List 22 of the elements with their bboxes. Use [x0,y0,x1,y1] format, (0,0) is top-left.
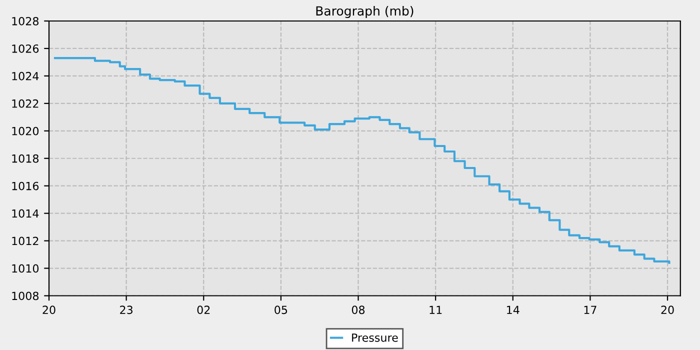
legend-label: Pressure [352,334,398,342]
x-tick-label: 17 [584,306,596,314]
y-tick-label: 1020 [12,126,39,136]
x-tick-label: 14 [507,306,520,314]
y-tick-label: 1024 [12,72,39,80]
y-tick-label: 1008 [12,292,39,300]
y-tick-label: 1014 [12,209,39,218]
chart-title: Barograph (mb) [316,6,414,18]
x-tick-label: 05 [274,306,288,314]
x-tick-label: 23 [120,306,132,314]
x-tick-label: 20 [42,306,56,314]
y-tick-label: 1018 [12,154,39,163]
y-tick-label: 1012 [12,236,38,246]
y-tick-label: 1010 [12,264,39,273]
y-tick-label: 1026 [12,44,39,53]
x-tick-label: 11 [430,306,442,314]
y-tick-label: 1028 [12,16,39,26]
x-tick-label: 02 [197,306,210,314]
y-tick-label: 1016 [12,182,39,190]
x-tick-label: 20 [661,306,674,314]
y-tick-label: 1022 [12,99,38,108]
x-tick-label: 08 [352,306,365,314]
